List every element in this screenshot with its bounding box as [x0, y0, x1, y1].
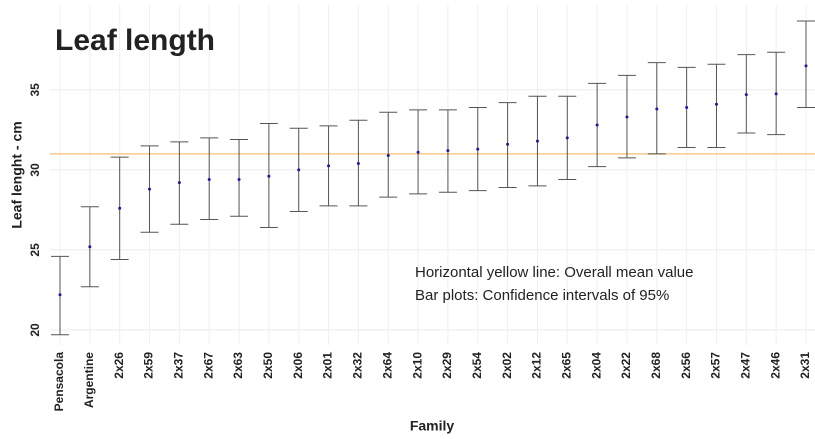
y-tick-label: 35 — [28, 83, 42, 97]
x-tick-label: Pensacola — [52, 352, 66, 412]
x-tick-label: 2x50 — [261, 352, 275, 379]
mean-point — [148, 187, 152, 191]
mean-point — [237, 177, 241, 181]
x-tick-label: 2x12 — [530, 352, 544, 379]
x-tick-label: 2x57 — [709, 352, 723, 379]
mean-point — [506, 142, 510, 146]
mean-point — [685, 105, 689, 109]
mean-point — [386, 153, 390, 157]
mean-point — [297, 168, 301, 172]
annotation: Horizontal yellow line: Overall mean val… — [415, 264, 693, 281]
mean-point — [118, 206, 122, 210]
y-tick-label: 30 — [28, 163, 42, 177]
x-tick-label: 2x46 — [768, 352, 782, 379]
mean-point — [446, 149, 450, 153]
x-tick-label: 2x54 — [470, 352, 484, 379]
x-tick-label: 2x02 — [500, 352, 514, 379]
x-tick-label: 2x59 — [142, 352, 156, 379]
x-tick-label: 2x56 — [679, 352, 693, 379]
y-tick-label: 25 — [28, 243, 42, 257]
x-axis-label: Family — [410, 418, 455, 434]
mean-point — [804, 64, 808, 68]
mean-point — [535, 139, 539, 143]
x-tick-label: 2x31 — [798, 352, 812, 379]
mean-point — [714, 102, 718, 106]
mean-point — [207, 177, 211, 181]
x-tick-label: 2x32 — [351, 352, 365, 379]
x-tick-label: 2x26 — [112, 352, 126, 379]
mean-point — [655, 107, 659, 111]
mean-point — [774, 92, 778, 96]
mean-point — [58, 293, 62, 297]
mean-point — [177, 181, 181, 185]
mean-point — [565, 136, 569, 140]
mean-point — [327, 164, 331, 168]
y-axis-label: Leaf lenght - cm — [9, 121, 25, 228]
x-tick-label: 2x01 — [321, 352, 335, 379]
mean-point — [416, 150, 420, 154]
x-tick-label: Argentine — [82, 352, 96, 408]
x-tick-label: 2x47 — [738, 352, 752, 379]
mean-point — [744, 93, 748, 97]
mean-point — [88, 245, 92, 249]
x-tick-label: 2x65 — [559, 352, 573, 379]
x-tick-label: 2x68 — [649, 352, 663, 379]
x-tick-label: 2x67 — [201, 352, 215, 379]
mean-point — [625, 115, 629, 119]
x-tick-label: 2x22 — [619, 352, 633, 379]
x-tick-label: 2x04 — [589, 352, 603, 379]
x-tick-label: 2x29 — [440, 352, 454, 379]
x-tick-label: 2x06 — [291, 352, 305, 379]
x-tick-label: 2x10 — [410, 352, 424, 379]
y-tick-label: 20 — [28, 323, 42, 337]
x-tick-label: 2x64 — [380, 352, 394, 379]
annotation: Bar plots: Confidence intervals of 95% — [415, 287, 669, 304]
mean-point — [476, 147, 480, 151]
mean-point — [356, 161, 360, 165]
x-tick-label: 2x37 — [172, 352, 186, 379]
x-tick-label: 2x63 — [231, 352, 245, 379]
chart-title: Leaf length — [55, 24, 215, 57]
mean-point — [267, 174, 271, 178]
mean-point — [595, 123, 599, 127]
